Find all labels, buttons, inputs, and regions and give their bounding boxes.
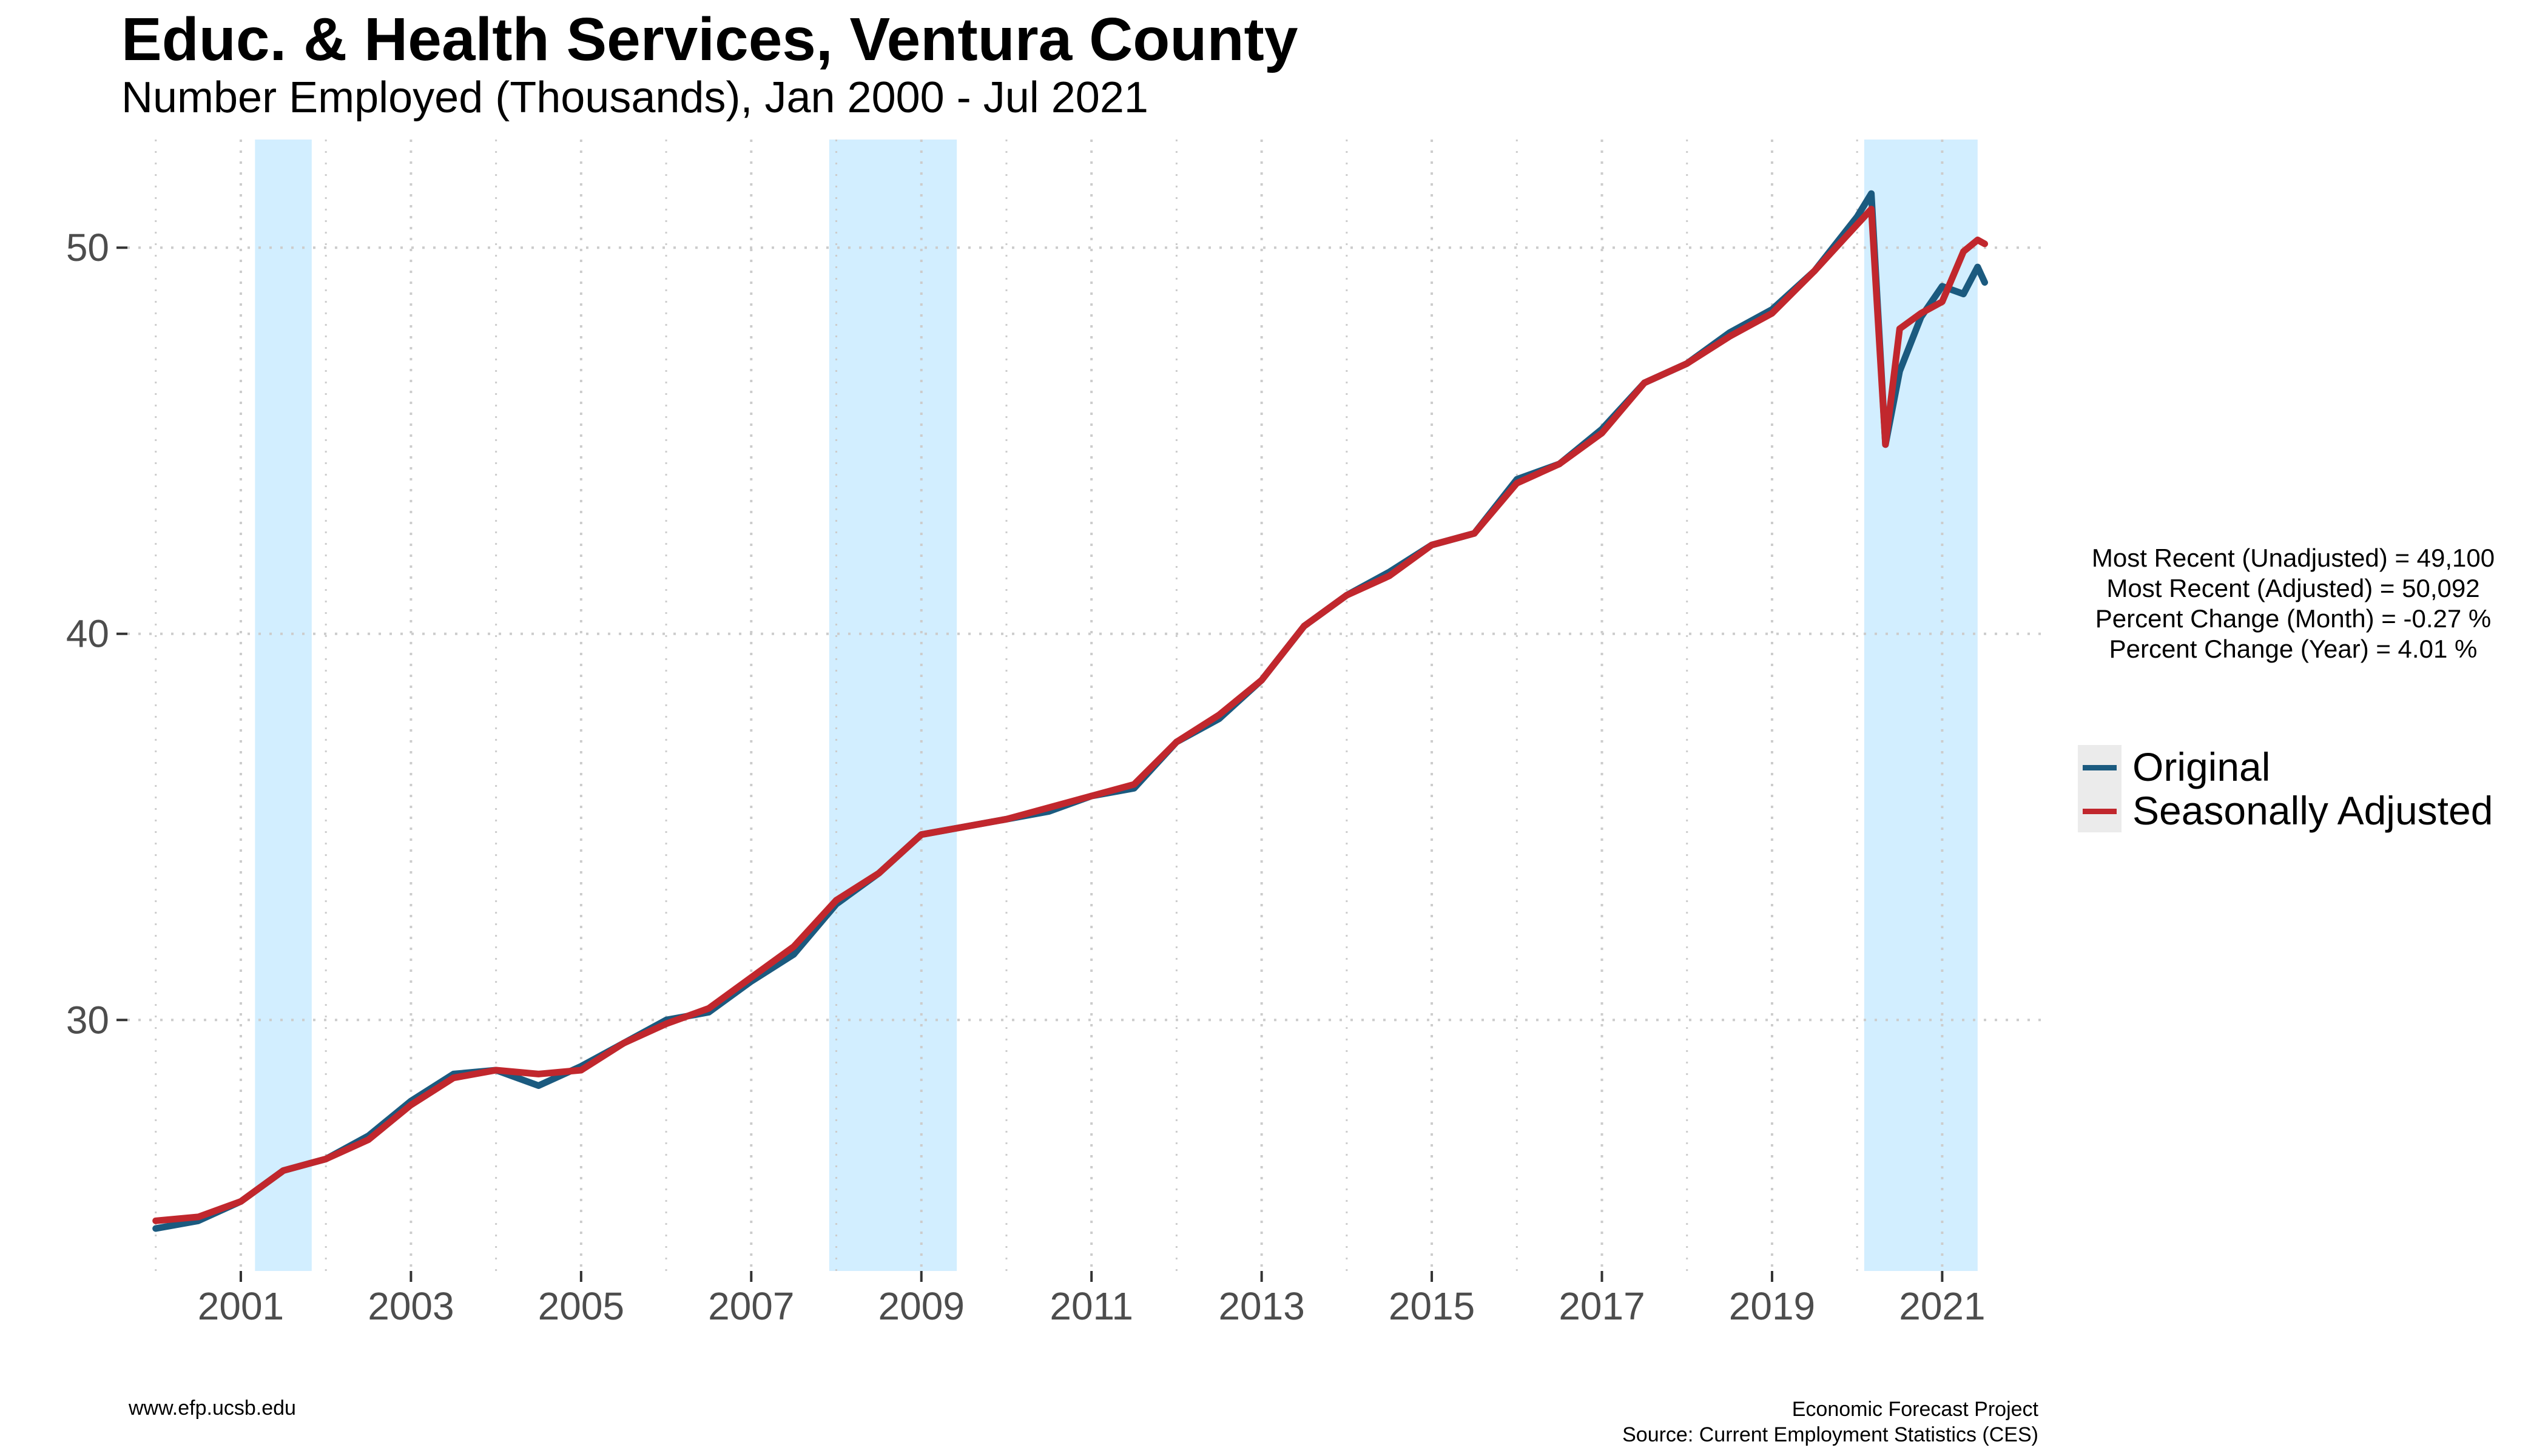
stat-month-change: Percent Change (Month) = -0.27 % <box>2095 604 2492 633</box>
stat-adjusted: Most Recent (Adjusted) = 50,092 <box>2106 574 2480 602</box>
stats-box: Most Recent (Unadjusted) = 49,100 Most R… <box>2063 543 2524 664</box>
stat-unadjusted: Most Recent (Unadjusted) = 49,100 <box>2091 544 2495 572</box>
legend-label-original: Original <box>2132 744 2271 789</box>
x-tick-label: 2007 <box>708 1284 794 1328</box>
recession-band-2 <box>829 140 957 1271</box>
x-tick-label: 2009 <box>878 1284 965 1328</box>
x-tick-label: 2013 <box>1218 1284 1304 1328</box>
x-tick-label: 2017 <box>1559 1284 1645 1328</box>
x-tick-label: 2001 <box>198 1284 284 1328</box>
x-tick-label: 2003 <box>368 1284 454 1328</box>
chart-title: Educ. & Health Services, Ventura County <box>121 5 1298 73</box>
footer-website: www.efp.ucsb.edu <box>129 1397 296 1420</box>
x-tick-label: 2019 <box>1729 1284 1815 1328</box>
recession-band-3 <box>1864 140 1978 1271</box>
legend-key-original <box>2078 745 2122 789</box>
x-tick-label: 2021 <box>1899 1284 1985 1328</box>
chart-subtitle: Number Employed (Thousands), Jan 2000 - … <box>121 73 1148 122</box>
y-tick-label: 50 <box>66 226 109 269</box>
x-tick-label: 2011 <box>1050 1284 1133 1328</box>
x-tick-label: 2005 <box>538 1284 624 1328</box>
footer-org: Economic Forecast Project <box>1791 1398 2038 1421</box>
y-tick-label: 40 <box>66 612 109 656</box>
legend-key-adjusted <box>2078 789 2122 832</box>
legend-item-original: Original <box>2078 744 2493 789</box>
stat-year-change: Percent Change (Year) = 4.01 % <box>2109 635 2478 663</box>
legend-label-adjusted: Seasonally Adjusted <box>2132 788 2493 833</box>
footer-source-text: Source: Current Employment Statistics (C… <box>1622 1423 2038 1446</box>
legend: Original Seasonally Adjusted <box>2078 744 2493 833</box>
series-line-adjusted <box>152 206 1988 1224</box>
footer-source: Economic Forecast Project Source: Curren… <box>1622 1397 2038 1448</box>
y-tick-label: 30 <box>66 998 109 1042</box>
legend-item-adjusted: Seasonally Adjusted <box>2078 788 2493 833</box>
recession-band-1 <box>255 140 312 1271</box>
x-tick-label: 2015 <box>1389 1284 1475 1328</box>
